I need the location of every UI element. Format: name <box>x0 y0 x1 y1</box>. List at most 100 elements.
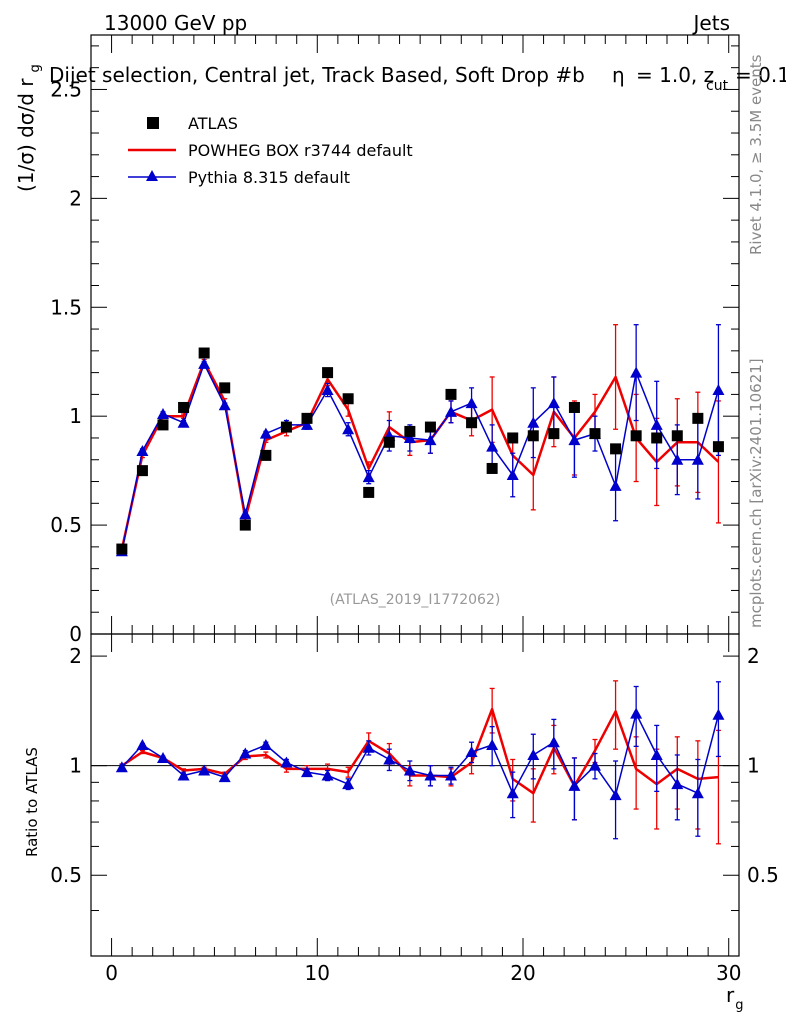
legend: ATLAS POWHEG BOX r3744 default Pythia 8.… <box>128 114 413 187</box>
atlas-data-point <box>404 425 416 437</box>
atlas-data-point <box>198 347 210 359</box>
pythia-marker <box>650 418 663 430</box>
ratio-y-tick-label: 0.5 <box>50 863 82 887</box>
pythia-marker <box>321 384 334 396</box>
pythia-ratio-marker <box>650 748 663 760</box>
atlas-data-point <box>486 462 498 474</box>
pythia-marker <box>424 434 437 446</box>
ratio-y-tick-label-right: 1 <box>747 754 760 778</box>
pythia-marker <box>445 405 457 417</box>
atlas-data-point <box>363 486 375 498</box>
atlas-data-point <box>671 430 683 442</box>
atlas-data-point <box>424 421 436 433</box>
pythia-ratio-marker <box>218 771 231 783</box>
atlas-data-point <box>219 382 231 394</box>
pythia-ratio-marker <box>445 769 457 781</box>
pythia-ratio-marker <box>712 708 725 720</box>
legend-powheg-label: POWHEG BOX r3744 default <box>188 141 413 160</box>
main-y-tick-label: 2 <box>69 186 82 210</box>
ratio-plot-series <box>115 680 725 845</box>
ratio-y-tick-label-right: 0.5 <box>747 863 779 887</box>
pythia-ratio-marker <box>691 787 704 799</box>
pythia-ratio-marker <box>589 759 601 771</box>
pythia-ratio-marker <box>157 751 169 763</box>
main-y-tick-label: 1.5 <box>50 295 82 319</box>
atlas-data-point <box>342 393 354 405</box>
pythia-ratio-marker <box>383 753 396 765</box>
powheg-line <box>120 360 720 550</box>
atlas-data-point <box>260 449 272 461</box>
pythia-ratio-marker <box>321 769 334 781</box>
main-plot-series <box>115 324 725 557</box>
main-y-tick-label: 1 <box>69 404 82 428</box>
atlas-data-point <box>280 421 292 433</box>
pythia-ratio-marker <box>527 748 540 760</box>
pythia-ratio-marker <box>259 738 272 750</box>
x-tick-label: 10 <box>305 961 330 985</box>
x-tick-label: 30 <box>716 961 741 985</box>
atlas-data-point <box>383 436 395 448</box>
pythia-marker <box>630 366 643 378</box>
main-y-label: (1/σ) dσ/d r g <box>14 64 43 192</box>
plot-title-zcut-value: = 0.1 <box>735 63 786 87</box>
pythia-ratio-marker <box>301 766 313 778</box>
pythia-ratio-marker <box>136 738 149 750</box>
plot-title-text: Dijet selection, Central jet, Track Base… <box>49 63 585 87</box>
pythia-marker <box>157 408 169 420</box>
x-axis: 0 10 20 30 <box>105 35 741 985</box>
main-y-label-text: (1/σ) dσ/d r <box>14 78 38 192</box>
pythia-marker <box>568 434 581 446</box>
ratio-y-axis: 0.5 0.5 1 1 2 2 <box>50 644 779 912</box>
pythia-ratio-marker <box>671 778 684 790</box>
main-y-tick-label: 0 <box>69 622 82 646</box>
powheg-ratio-line <box>121 707 719 795</box>
pythia-marker <box>527 416 540 428</box>
legend-atlas-marker <box>147 117 159 129</box>
legend-pythia-marker <box>146 170 158 181</box>
pythia-marker <box>547 397 560 409</box>
ratio-y-tick-label: 2 <box>69 644 82 668</box>
legend-pythia-label: Pythia 8.315 default <box>188 168 350 187</box>
pythia-ratio-marker <box>115 761 128 773</box>
main-y-tick-label: 0.5 <box>50 513 82 537</box>
pythia-marker <box>218 399 231 411</box>
ratio-y-label: Ratio to ATLAS <box>23 747 41 857</box>
pythia-line <box>121 363 720 552</box>
legend-atlas-label: ATLAS <box>188 114 238 133</box>
pythia-ratio-marker <box>486 738 499 750</box>
pythia-ratio-marker <box>568 779 581 791</box>
atlas-data-point <box>136 465 148 477</box>
atlas-data-point <box>712 441 724 453</box>
x-axis-label-sub: g <box>735 998 743 1013</box>
x-tick-label: 0 <box>105 961 118 985</box>
pythia-marker <box>403 431 416 443</box>
rivet-version-label: Rivet 4.1.0, ≥ 3.5M events <box>747 54 765 255</box>
pythia-marker <box>671 453 684 465</box>
pythia-marker <box>259 427 272 439</box>
atlas-data-point <box>445 388 457 400</box>
plot-title: Dijet selection, Central jet, Track Base… <box>49 63 786 94</box>
ratio-plot-frame <box>90 633 740 957</box>
atlas-data-point <box>589 428 601 440</box>
pythia-marker <box>301 418 313 430</box>
pythia-ratio-marker <box>280 756 293 768</box>
analysis-id-label: (ATLAS_2019_I1772062) <box>330 592 501 608</box>
atlas-data-point <box>157 419 169 431</box>
plot-title-beta: = 1.0, z <box>636 63 714 87</box>
pythia-marker <box>362 471 375 483</box>
atlas-data-point <box>301 412 313 424</box>
header-right-label: Jets <box>692 11 730 35</box>
atlas-data-point <box>548 428 560 440</box>
pythia-ratio-marker <box>403 764 416 776</box>
pythia-marker <box>691 453 704 465</box>
atlas-data-point <box>651 432 663 444</box>
atlas-data-point <box>568 401 580 413</box>
ratio-y-tick-label-right: 2 <box>747 644 760 668</box>
pythia-marker <box>486 440 499 452</box>
main-y-tick-label: 2.5 <box>50 77 82 101</box>
mcplots-source-label: mcplots.cern.ch [arXiv:2401.10621] <box>747 358 765 628</box>
pythia-marker <box>177 416 190 428</box>
pythia-ratio-marker <box>177 769 190 781</box>
atlas-data-point <box>692 412 704 424</box>
